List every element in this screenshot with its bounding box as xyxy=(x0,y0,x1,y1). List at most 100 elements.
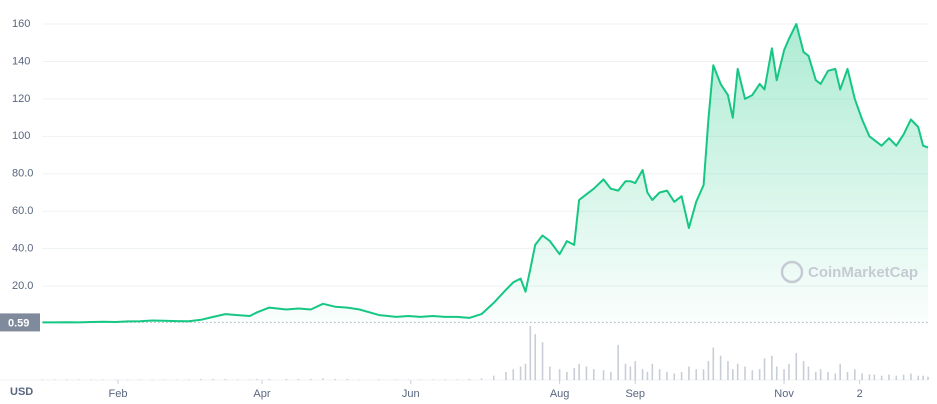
x-tick-label: Sep xyxy=(625,388,645,400)
volume-bar xyxy=(358,379,361,380)
volume-bar xyxy=(378,379,380,380)
volume-bar xyxy=(634,361,637,380)
volume-bar xyxy=(873,374,876,380)
volume-bar xyxy=(771,355,773,380)
volume-bar xyxy=(456,379,458,380)
volume-bar xyxy=(224,378,227,380)
watermark: CoinMarketCap xyxy=(780,260,918,284)
volume-bar xyxy=(256,378,258,380)
volume-bar xyxy=(139,379,141,380)
volume-bar xyxy=(783,369,785,380)
volume-bar xyxy=(719,355,722,380)
volume-bar xyxy=(236,379,239,380)
volume-bar xyxy=(673,373,676,380)
grid xyxy=(0,23,928,384)
volume-bar xyxy=(248,379,251,380)
volume-bar xyxy=(927,376,929,380)
volume-bar xyxy=(126,379,129,380)
volume-bar xyxy=(880,375,883,380)
volume-bar xyxy=(712,347,715,380)
area-fill xyxy=(42,24,928,324)
volume-bar xyxy=(65,379,68,380)
volume-bar xyxy=(268,378,271,380)
volume-bar xyxy=(285,378,288,380)
volume-bar xyxy=(814,371,817,380)
volume-bar xyxy=(854,369,856,380)
volume-bar xyxy=(53,379,56,380)
volume-bar xyxy=(519,366,522,380)
volume-bar xyxy=(524,363,527,380)
volume-bar xyxy=(802,361,805,380)
volume-bar xyxy=(827,371,829,380)
volume-bar xyxy=(431,379,434,380)
currency-label: USD xyxy=(10,386,33,398)
volume-bar xyxy=(585,366,588,380)
volume-bar xyxy=(334,378,336,380)
volume-bar xyxy=(788,363,790,380)
volume-bar xyxy=(419,379,422,380)
volume-bar xyxy=(578,363,580,380)
volume-bar xyxy=(651,363,654,380)
volume-bar xyxy=(658,369,661,380)
volume-bar xyxy=(200,378,202,380)
volume-bar xyxy=(114,379,117,380)
volume-bar xyxy=(695,369,698,380)
volume-bar xyxy=(175,379,178,380)
volume-bar xyxy=(910,373,912,380)
volume-bar xyxy=(102,379,105,380)
volume-bar xyxy=(846,371,849,380)
y-tick-label: 140 xyxy=(12,55,30,67)
volume-bar xyxy=(617,344,619,380)
volume-bar xyxy=(819,369,822,380)
volume-bar xyxy=(834,373,837,380)
volume-bar xyxy=(629,366,632,380)
volume-bar xyxy=(558,369,561,380)
volume-bar xyxy=(346,378,349,380)
volume-bar xyxy=(395,379,397,380)
volume-bar xyxy=(688,366,690,380)
volume-bar xyxy=(758,369,761,380)
volume-bar xyxy=(680,371,683,380)
volume-bar xyxy=(795,353,798,380)
volume-bar xyxy=(187,379,190,380)
y-tick-label: 120 xyxy=(12,93,30,105)
y-tick-label: 60.0 xyxy=(12,205,33,217)
volume-bar xyxy=(309,378,312,380)
watermark-text: CoinMarketCap xyxy=(808,264,918,281)
volume-bar xyxy=(505,371,507,380)
volume-bar xyxy=(902,374,905,380)
volume-bar xyxy=(90,379,92,380)
y-tick-label: 100 xyxy=(12,130,30,142)
volume-bar xyxy=(839,363,841,380)
volume-bar xyxy=(468,378,471,380)
volume-bar xyxy=(895,375,898,380)
volume-bar xyxy=(549,366,551,380)
plot xyxy=(42,23,929,324)
volume-bar xyxy=(163,379,166,380)
volume-bar xyxy=(744,366,746,380)
volume-bar xyxy=(868,374,871,380)
volume-bar xyxy=(212,378,214,380)
volume-bar xyxy=(534,334,537,380)
volume-bar xyxy=(573,368,576,380)
volume-bar xyxy=(529,326,532,380)
volume-bar xyxy=(861,373,863,380)
volume-bar xyxy=(922,375,924,380)
volume-bar xyxy=(41,379,44,380)
volume-bar xyxy=(646,371,649,380)
volume-bar xyxy=(407,379,410,380)
price-line xyxy=(42,23,929,324)
volume-bar xyxy=(297,378,300,380)
x-tick-label: 2 xyxy=(857,388,863,400)
volume-bar xyxy=(592,369,595,380)
reference-label-box xyxy=(0,313,40,332)
volume-bars xyxy=(41,326,929,380)
volume-bar xyxy=(775,366,778,380)
volume-bar xyxy=(763,358,766,380)
volume-bar xyxy=(641,369,644,380)
volume-bar xyxy=(727,361,729,380)
volume-bar xyxy=(541,342,544,380)
volume-bar xyxy=(807,366,810,380)
